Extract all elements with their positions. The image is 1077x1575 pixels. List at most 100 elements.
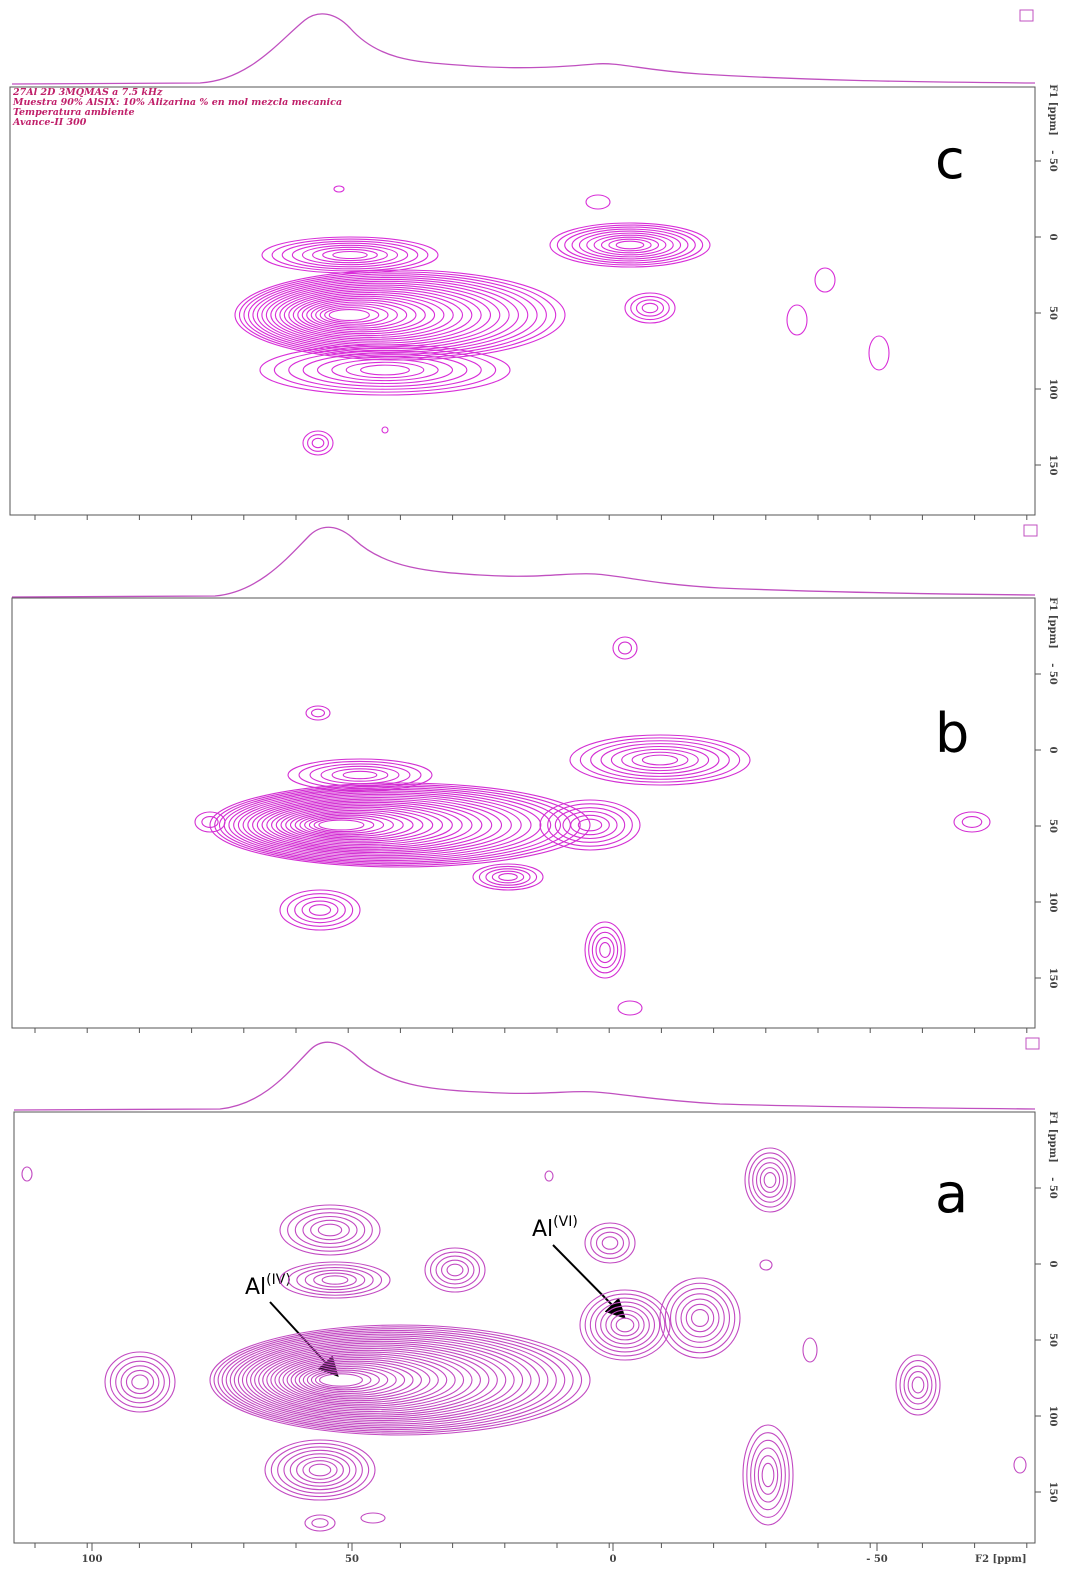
contour xyxy=(256,798,493,852)
contour xyxy=(315,303,398,327)
contour xyxy=(247,275,538,355)
y-tick-label: - 50 xyxy=(1047,1177,1058,1199)
contour xyxy=(275,804,453,846)
contour xyxy=(270,1442,370,1498)
contour xyxy=(259,344,511,396)
icon xyxy=(1019,9,1034,22)
contour xyxy=(209,1324,591,1436)
contour xyxy=(599,942,611,958)
contour xyxy=(593,234,667,256)
contour xyxy=(594,1301,656,1349)
contour xyxy=(288,350,482,390)
contour xyxy=(288,292,454,338)
contour xyxy=(278,1355,448,1405)
contour xyxy=(233,1335,540,1425)
contour xyxy=(907,1371,929,1399)
contour xyxy=(621,748,699,772)
contour xyxy=(753,1447,783,1503)
contour xyxy=(610,745,710,775)
contour xyxy=(264,1439,376,1501)
contour xyxy=(472,863,544,891)
contour xyxy=(635,299,665,317)
icon xyxy=(1023,524,1038,537)
contour xyxy=(690,1308,710,1328)
contour xyxy=(274,286,482,344)
contour xyxy=(605,1309,645,1341)
contour xyxy=(287,1264,383,1296)
contour xyxy=(221,1329,566,1431)
contour xyxy=(283,1449,357,1491)
contour xyxy=(641,754,679,766)
contour xyxy=(761,1462,775,1488)
contour xyxy=(584,1222,636,1264)
contour xyxy=(321,1275,349,1285)
contour xyxy=(258,1346,490,1414)
contour xyxy=(577,818,603,832)
y-tick-label: 100 xyxy=(1047,379,1058,400)
contour xyxy=(302,1460,338,1480)
contour xyxy=(685,1303,715,1333)
contour xyxy=(615,1317,635,1333)
contour xyxy=(247,795,512,855)
contour xyxy=(225,1331,557,1429)
contour xyxy=(615,240,645,250)
contour xyxy=(242,793,522,857)
contour xyxy=(311,437,325,449)
panel-label: b xyxy=(935,702,969,765)
contour xyxy=(746,1432,790,1518)
contour xyxy=(571,228,689,262)
contour xyxy=(310,1219,350,1241)
annotation-text: Al xyxy=(532,1217,553,1242)
contour xyxy=(237,1337,532,1423)
contour xyxy=(266,1349,473,1411)
contour xyxy=(261,236,439,274)
contour xyxy=(291,242,409,268)
y-tick-label: 150 xyxy=(1047,968,1058,989)
contour xyxy=(360,1512,386,1524)
contour xyxy=(786,304,808,336)
y-tick-label: 50 xyxy=(1047,819,1058,833)
y-tick-label: 0 xyxy=(1047,234,1058,241)
contour xyxy=(214,784,581,866)
contour xyxy=(324,307,380,323)
contour xyxy=(266,801,473,849)
contour xyxy=(750,1439,786,1511)
contour xyxy=(485,868,531,886)
y-tick-label: - 50 xyxy=(1047,663,1058,685)
contour xyxy=(578,230,682,260)
contour xyxy=(961,816,983,828)
contour xyxy=(294,1362,414,1398)
contour xyxy=(612,636,638,660)
contour xyxy=(298,760,422,790)
contour xyxy=(312,246,388,264)
contour xyxy=(306,299,417,331)
contour xyxy=(308,904,332,916)
contour xyxy=(589,1297,661,1353)
contour xyxy=(331,358,439,382)
contour xyxy=(131,1374,149,1390)
contour xyxy=(911,1376,925,1394)
contour xyxy=(631,751,689,769)
annotation-sup: (IV) xyxy=(266,1272,291,1288)
contour xyxy=(748,1152,792,1208)
contour xyxy=(307,434,329,452)
contour xyxy=(610,1313,640,1337)
x-tick-label: 50 xyxy=(345,1554,359,1565)
contour xyxy=(547,803,633,847)
contour xyxy=(562,810,618,840)
contour xyxy=(564,226,696,264)
contour xyxy=(302,1215,358,1245)
contour xyxy=(617,1000,643,1016)
contour xyxy=(331,768,389,782)
contour xyxy=(294,811,414,839)
contour xyxy=(237,792,532,858)
contour xyxy=(229,1333,549,1427)
contour xyxy=(569,734,751,786)
contour xyxy=(556,224,704,266)
contour xyxy=(290,1360,422,1400)
contour xyxy=(279,288,473,342)
x-tick-label: 100 xyxy=(82,1554,103,1565)
annotation-sup: (VI) xyxy=(553,1214,578,1230)
y-tick-label: 150 xyxy=(1047,455,1058,476)
panel-label: c xyxy=(935,128,965,191)
